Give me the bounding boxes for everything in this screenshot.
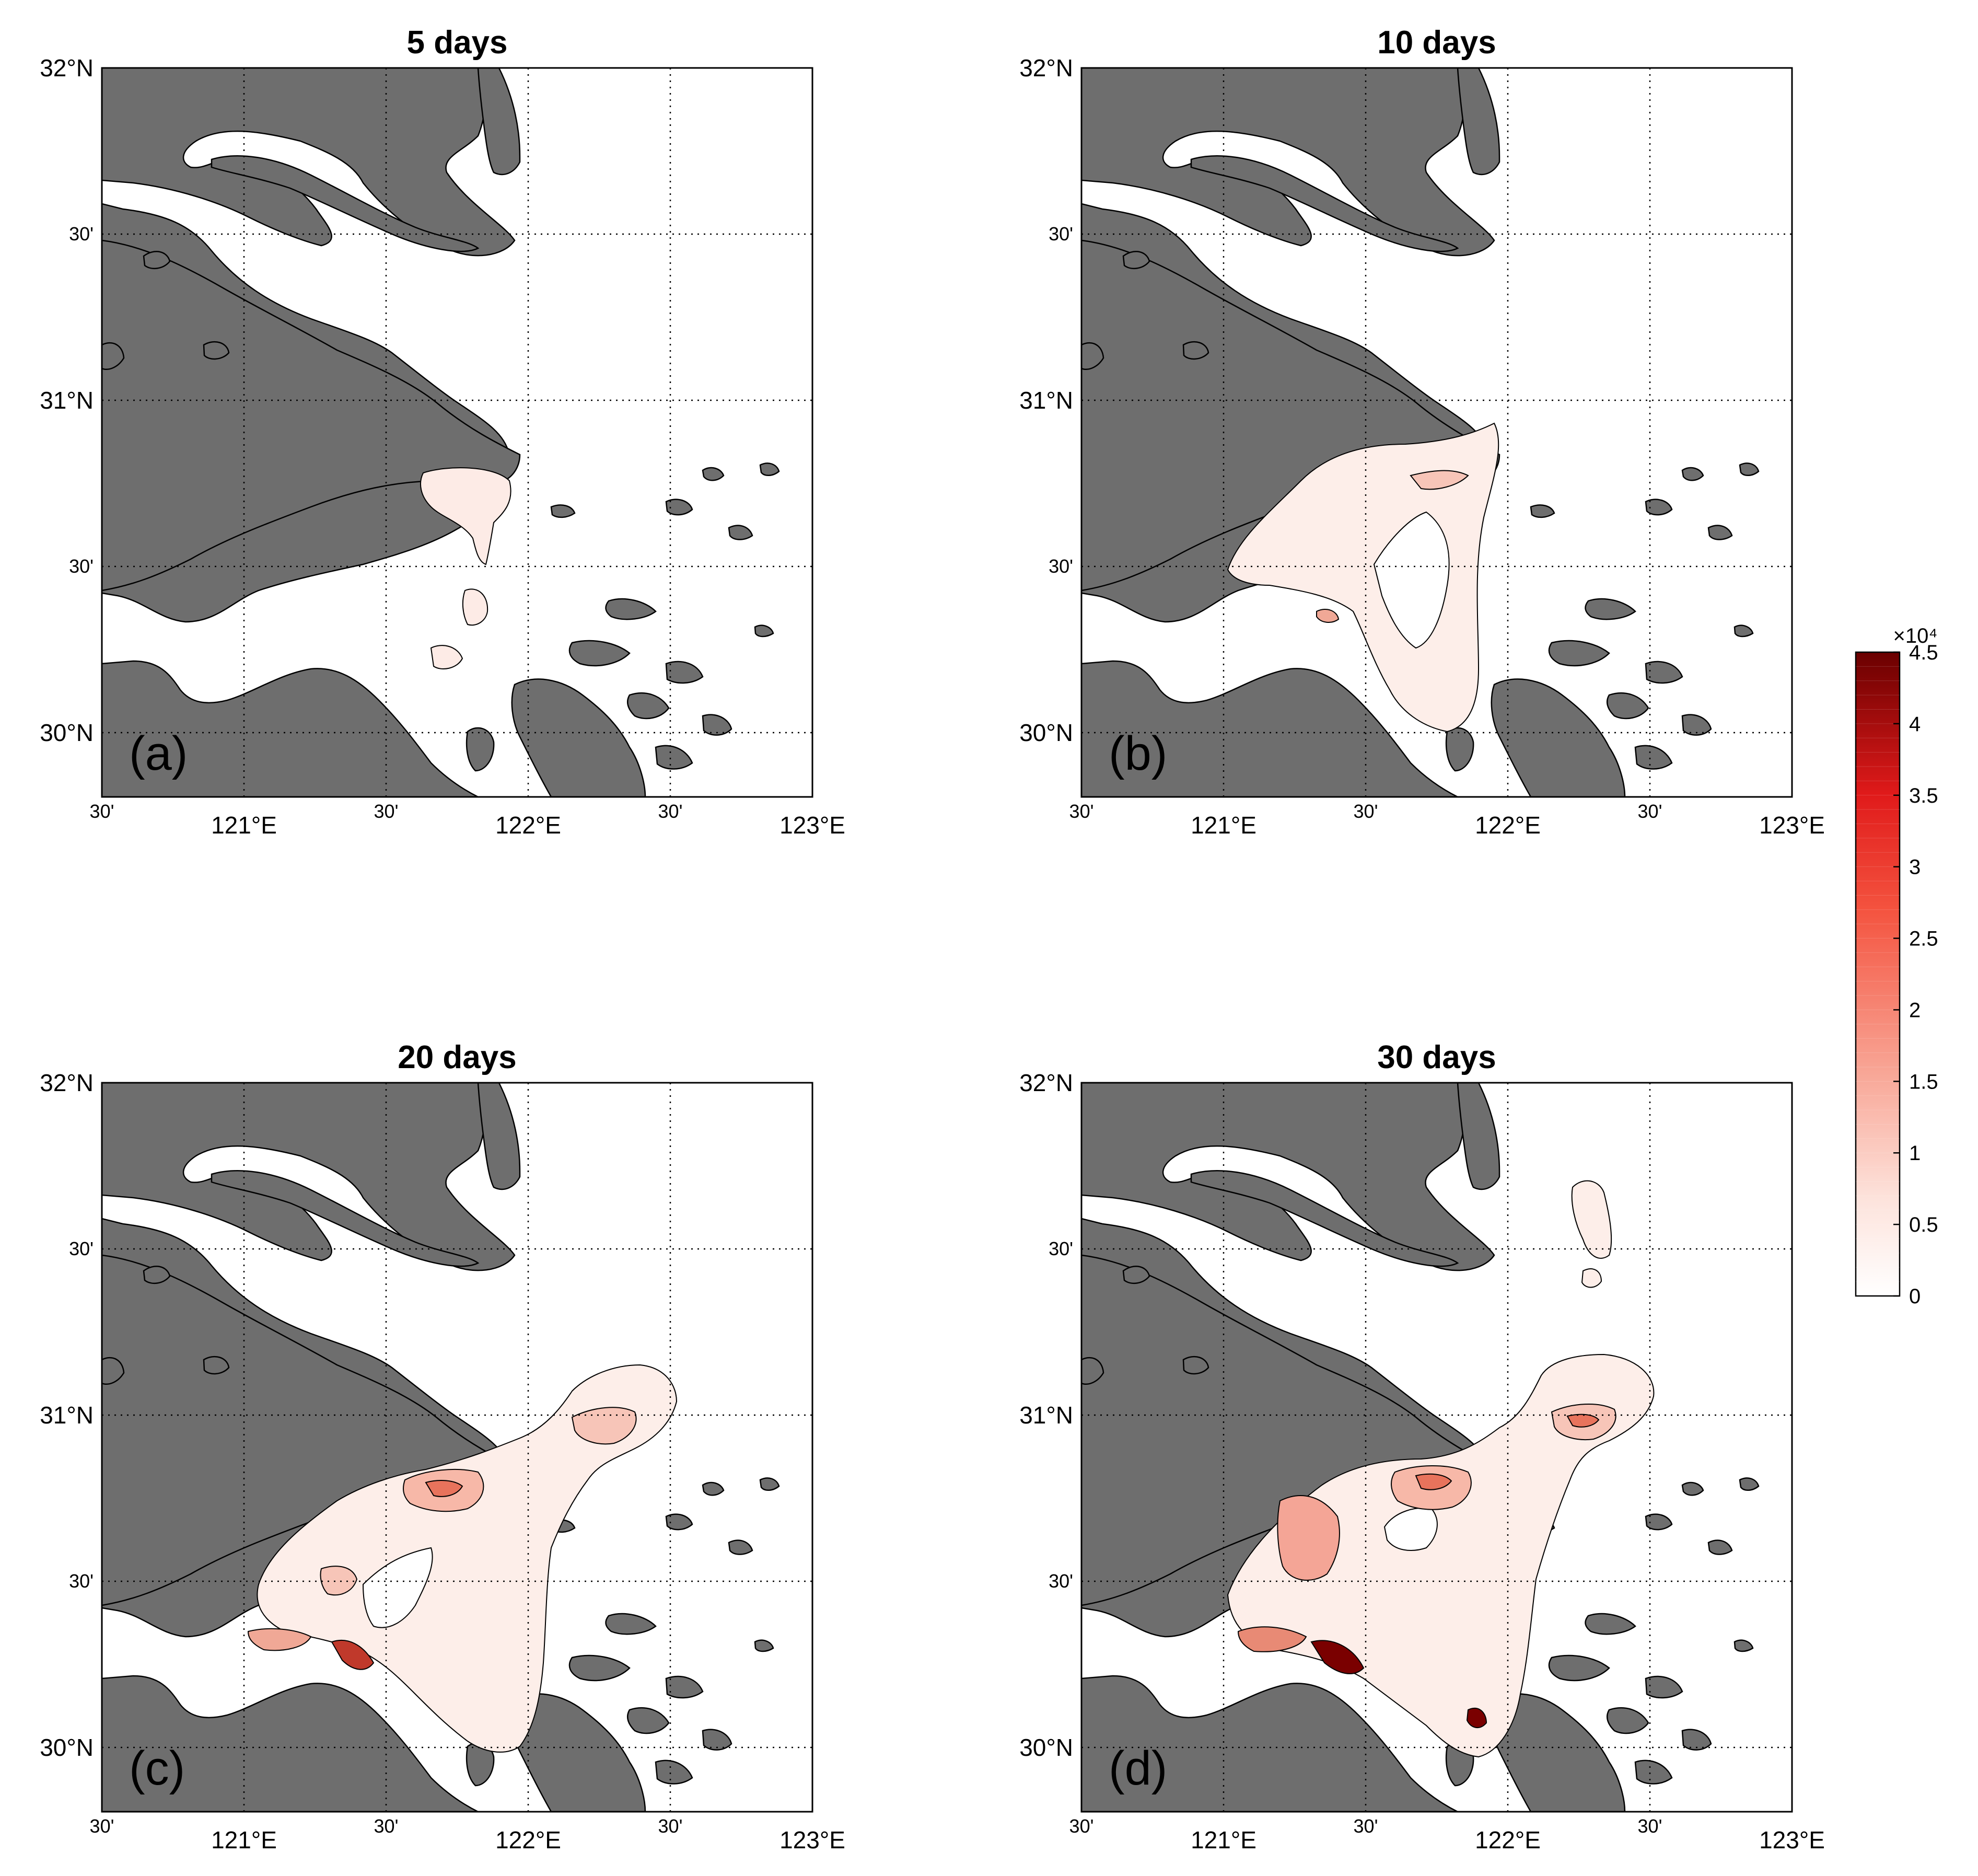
map-panel-2: 10 days (b) 32°N 30' 31°N 30' 30°N 30' 121°E 30' 1… [1019,25,1825,839]
lat-tick-label: 32°N [1019,1069,1073,1096]
lat-tick-label: 31°N [40,387,94,414]
concentration-contour [1277,1495,1340,1581]
lon-tick-label: 30' [1638,801,1662,822]
colorbar-tick-label: 4 [1909,713,1921,736]
concentration-contour [1581,1268,1602,1288]
panel-letter: (a) [129,727,188,780]
lat-tick-label: 30' [69,1238,94,1259]
lat-tick-label: 30' [1049,555,1073,577]
map-panel-1: 5 days (a) 32°N 30' 31°N 30' 30°N 30' 121°E 30' 12… [40,25,845,839]
map-panel-3: 20 days (c) 32°N 30' 31°N 30' 30°N 30' 121°E 30' 1… [40,1039,845,1854]
concentration-contour [420,467,511,565]
lat-tick-label: 30°N [1019,719,1073,746]
lon-tick-label: 123°E [779,812,845,839]
concentration-contour [1310,1640,1365,1674]
lon-tick-label: 123°E [1759,1826,1825,1854]
lat-tick-label: 31°N [1019,387,1073,414]
colorbar-tick-label: 3.5 [1909,784,1938,807]
concentration-contour [1566,1414,1600,1428]
concentration-contour [1227,422,1499,733]
lat-tick-label: 30' [69,1570,94,1592]
concentration-contour [247,1628,312,1651]
colorbar-tick-label: 2 [1909,999,1921,1022]
panel-frame [1080,1082,1793,1813]
panel-frame [1080,67,1793,798]
lon-tick-label: 30' [374,801,399,822]
colorbar-tick-label: 0 [1909,1285,1921,1308]
panel-title: 20 days [398,1039,517,1075]
colorbar-gradient [1855,651,1901,1297]
lon-tick-label: 121°E [1191,1826,1256,1854]
lat-tick-label: 32°N [40,54,94,82]
colorbar-tick-label: 0.5 [1909,1213,1938,1236]
concentration-contour [1571,1180,1612,1259]
concentration-contour [1466,1707,1487,1728]
colorbar-tick-label: 2.5 [1909,928,1938,951]
colorbar: 4.5 4 3.5 3 2.5 2 1.5 1 0.5 0 ×10⁴ [1855,624,1938,1308]
panel-title: 30 days [1377,1039,1496,1075]
lat-tick-label: 31°N [1019,1402,1073,1429]
concentration-contour [571,1407,637,1445]
lon-tick-label: 30' [1069,1815,1094,1837]
map-panel-4: 30 days (d) 32°N 30' 31°N 30' 30°N 30' 121°E 30' 1… [1019,1039,1825,1854]
lon-tick-label: 30' [1638,1815,1662,1837]
colorbar-multiplier: ×10⁴ [1893,624,1937,647]
lat-tick-label: 32°N [40,1069,94,1096]
lon-tick-label: 122°E [1475,1826,1541,1854]
lon-tick-label: 123°E [779,1826,845,1854]
concentration-contour [462,588,488,626]
concentration-contour [430,645,463,669]
lat-tick-label: 30' [69,555,94,577]
lon-tick-label: 30' [90,801,114,822]
panel-letter: (c) [129,1742,185,1795]
colorbar-tick-label: 1 [1909,1142,1921,1165]
concentration-contour [362,1547,433,1628]
lon-tick-label: 122°E [495,1826,561,1854]
concentration-contour [1383,1507,1438,1551]
concentration-contour [1316,609,1340,623]
lat-tick-label: 30' [1049,1570,1073,1592]
lon-tick-label: 30' [374,1815,399,1837]
concentration-contour [1237,1626,1307,1652]
lon-tick-label: 122°E [495,812,561,839]
concentration-contour [1410,470,1469,490]
lon-tick-label: 30' [1354,1815,1378,1837]
concentration-contour [257,1364,678,1753]
lon-tick-label: 123°E [1759,812,1825,839]
lat-tick-label: 30' [69,223,94,245]
land-mask [102,68,812,797]
colorbar-tick-label: 1.5 [1909,1070,1938,1093]
lon-tick-label: 122°E [1475,812,1541,839]
lon-tick-label: 30' [1354,801,1378,822]
concentration-contour [1373,511,1450,649]
panel-frame [101,67,813,798]
lon-tick-label: 30' [90,1815,114,1837]
lat-tick-label: 30' [1049,1238,1073,1259]
panel-title: 10 days [1377,25,1496,61]
lon-tick-label: 30' [1069,801,1094,822]
concentration-contour [331,1639,375,1670]
panel-frame [101,1082,813,1813]
panel-title: 5 days [406,25,507,61]
lon-tick-label: 121°E [211,1826,277,1854]
panel-letter: (d) [1109,1742,1167,1795]
panel-letter: (b) [1109,727,1167,780]
colorbar-tick-label: 4.5 [1909,641,1938,664]
colorbar-tick-label: 3 [1909,856,1921,879]
lat-tick-label: 32°N [1019,54,1073,82]
lon-tick-label: 30' [658,1815,683,1837]
concentration-contour [320,1566,358,1596]
concentration-contour [425,1480,463,1497]
concentration-contour [1415,1473,1452,1490]
lat-tick-label: 31°N [40,1402,94,1429]
lon-tick-label: 121°E [1191,812,1256,839]
lat-tick-label: 30°N [40,1734,94,1761]
lon-tick-label: 121°E [211,812,277,839]
lat-tick-label: 30°N [1019,1734,1073,1761]
lat-tick-label: 30°N [40,719,94,746]
lon-tick-label: 30' [658,801,683,822]
lat-tick-label: 30' [1049,223,1073,245]
